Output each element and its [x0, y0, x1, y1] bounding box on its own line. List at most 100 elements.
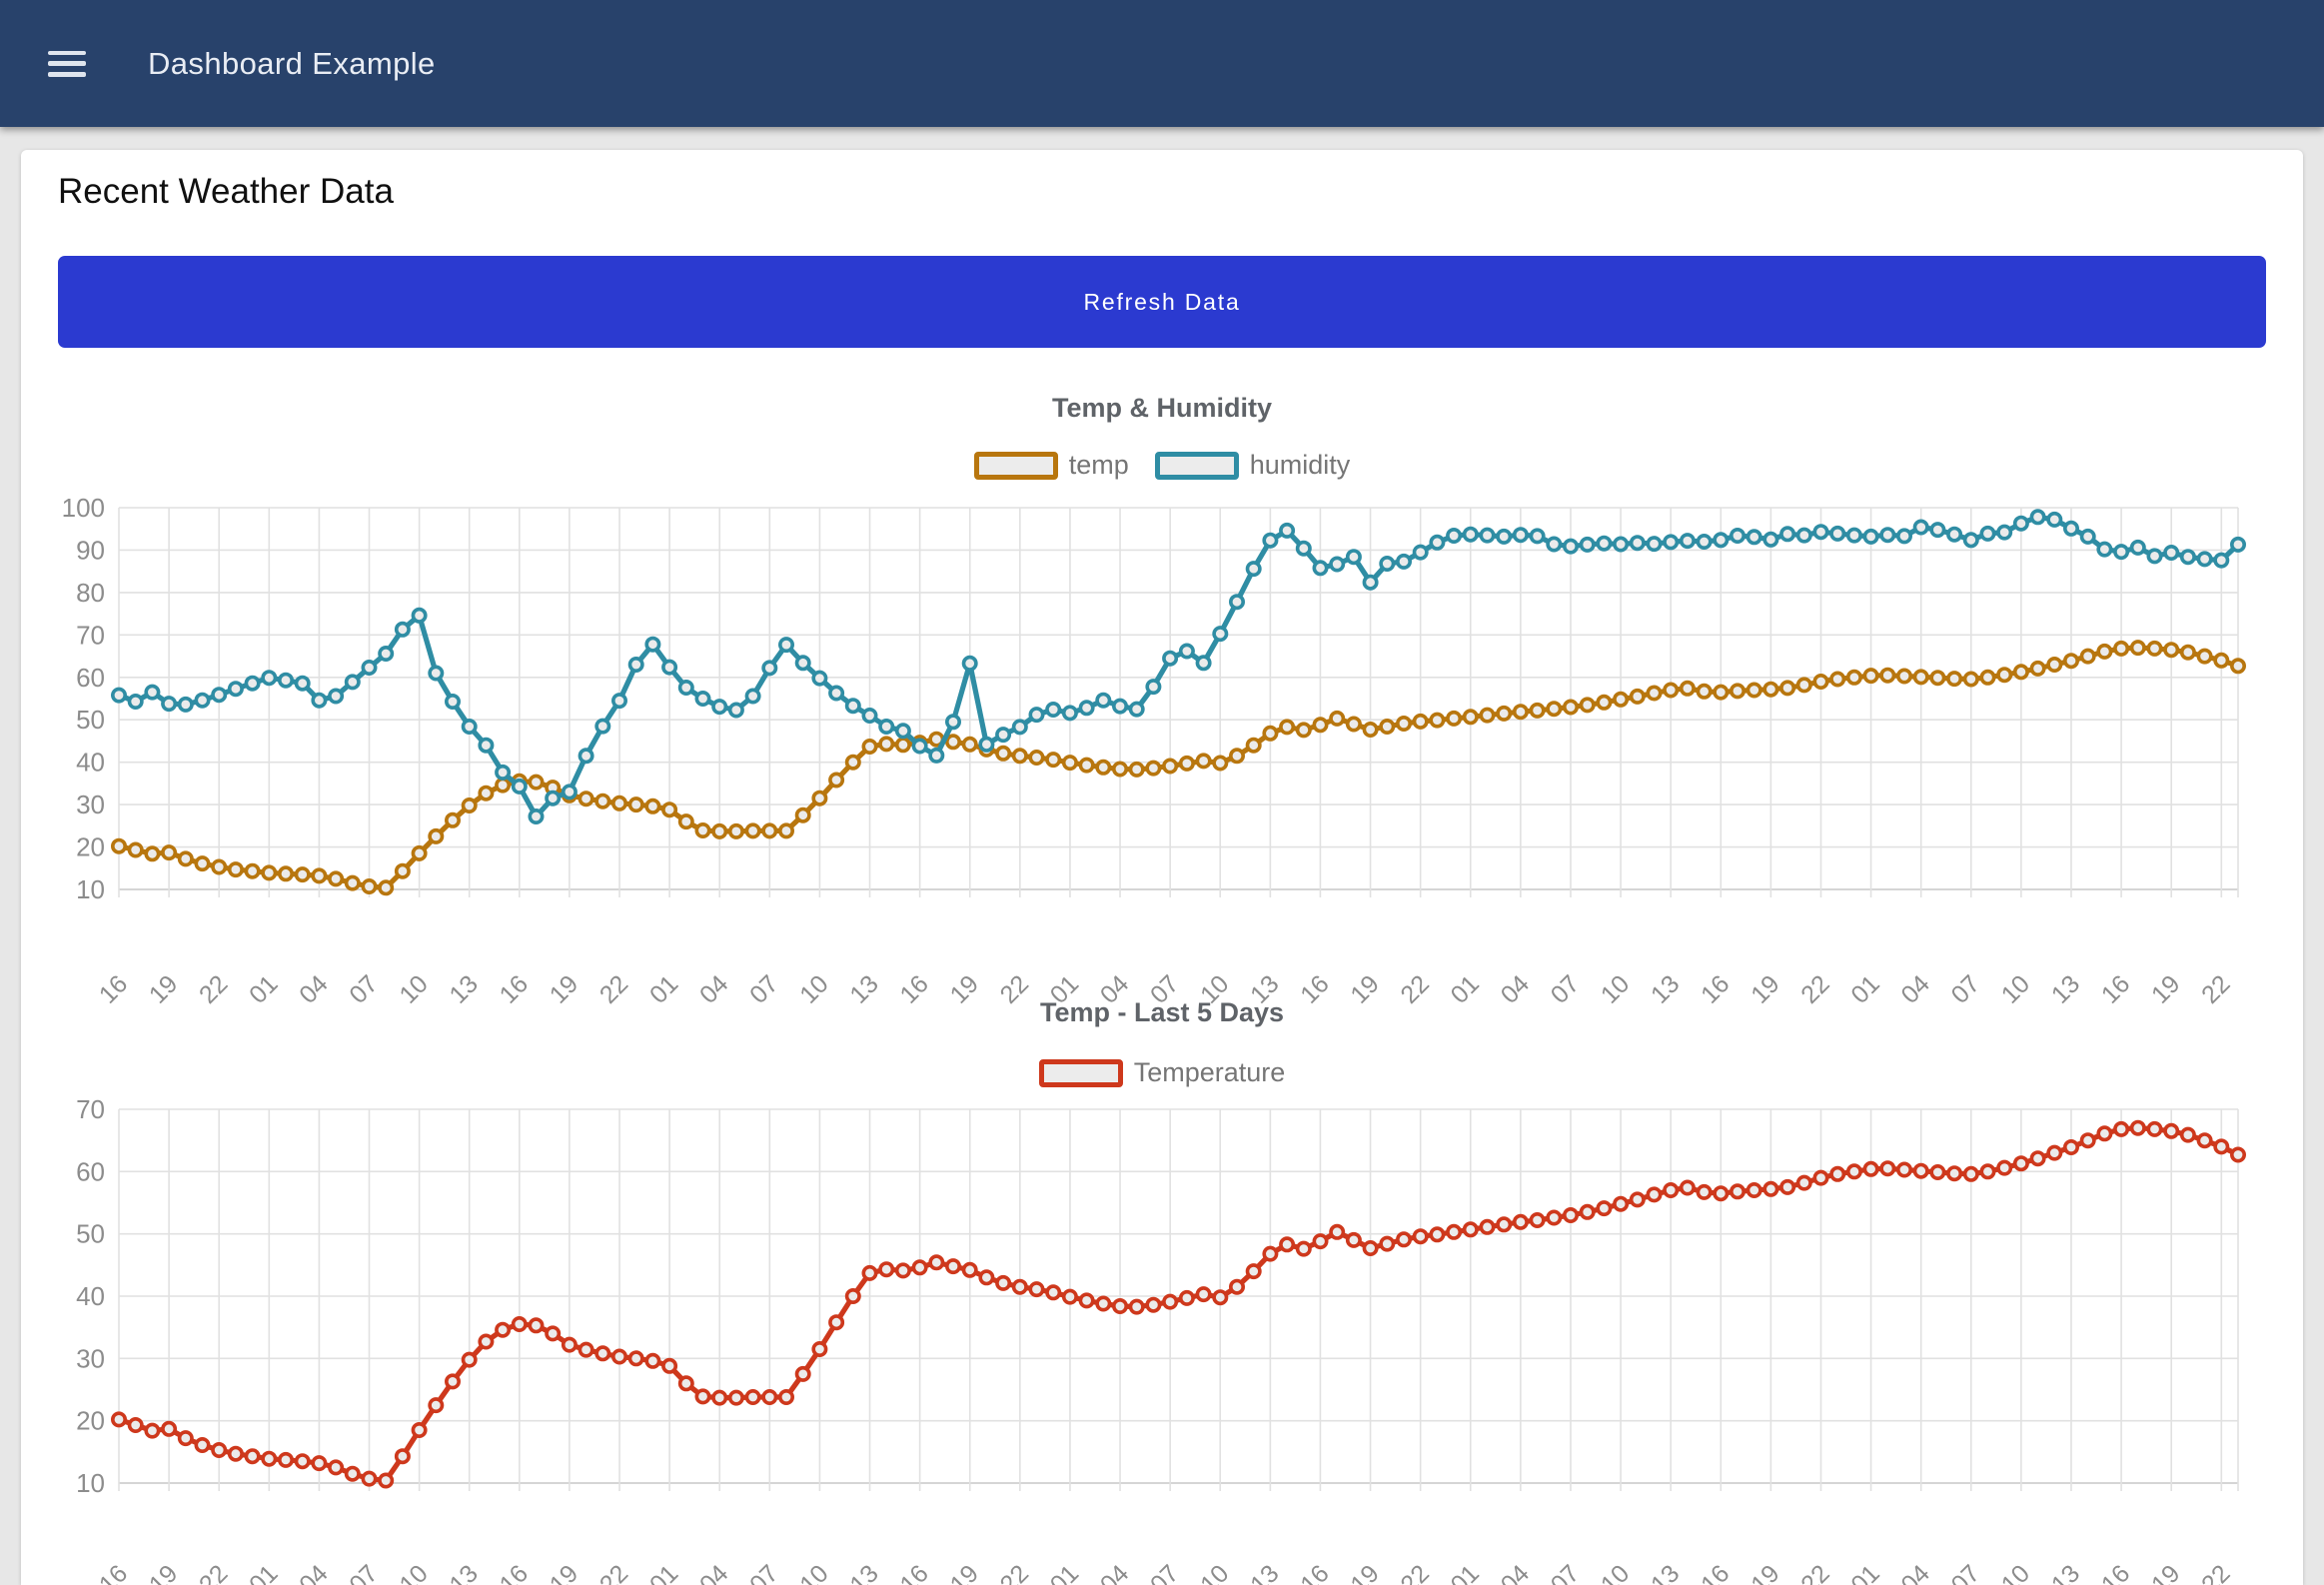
humidity-point: [294, 675, 311, 692]
Temperature-point: [1345, 1231, 1362, 1248]
legend-item-humidity[interactable]: humidity: [1154, 450, 1350, 481]
x-tick-label: 13: [1245, 969, 1284, 1008]
humidity-point: [2079, 528, 2096, 545]
humidity-point: [361, 659, 378, 676]
Temperature-point: [1429, 1226, 1446, 1243]
Temperature-point: [1195, 1286, 1212, 1303]
humidity-point: [1145, 679, 1162, 696]
x-tick-label: 13: [444, 969, 483, 1008]
series-humidity: [111, 509, 2247, 824]
temp-point: [1195, 753, 1212, 770]
humidity-point: [677, 679, 694, 696]
temp-point: [2230, 658, 2247, 675]
Temperature-point: [1329, 1223, 1346, 1240]
x-tick-label: 13: [844, 969, 883, 1008]
temp-point: [1896, 668, 1913, 685]
Temperature-point: [261, 1450, 278, 1467]
humidity-point: [1462, 526, 1479, 543]
Temperature-point: [978, 1269, 995, 1286]
y-tick-label: 20: [76, 1406, 105, 1436]
temp-point: [2196, 648, 2213, 665]
temp-point: [1946, 671, 1963, 688]
temp-point: [1279, 719, 1296, 736]
Temperature-point: [1696, 1183, 1713, 1200]
temp-point: [1496, 705, 1513, 722]
series-Temperature: [111, 1119, 2247, 1489]
Temperature-point: [2129, 1119, 2146, 1136]
Temperature-point: [1563, 1207, 1580, 1224]
Temperature-point: [511, 1316, 528, 1333]
humidity-point: [1563, 538, 1580, 555]
humidity-point: [761, 660, 778, 677]
temp-point: [1663, 682, 1680, 699]
temp-point: [344, 874, 361, 891]
x-tick-label: 19: [1745, 1559, 1784, 1585]
x-tick-label: 16: [2096, 1559, 2135, 1585]
legend-item-temp[interactable]: temp: [973, 450, 1129, 481]
x-tick-label: 10: [1996, 1559, 2035, 1585]
y-tick-label: 20: [76, 832, 105, 862]
temp-point: [2012, 664, 2029, 681]
humidity-point: [1795, 527, 1812, 544]
Temperature-point: [1279, 1236, 1296, 1253]
humidity-point: [478, 737, 495, 754]
temp-point: [1512, 704, 1529, 721]
x-tick-label: 16: [1295, 1559, 1334, 1585]
temp-point: [744, 822, 761, 839]
Temperature-point: [1896, 1161, 1913, 1178]
temp-point: [2113, 640, 2130, 657]
temp-point: [878, 736, 895, 753]
x-tick-label: 19: [144, 1559, 183, 1585]
humidity-point: [1446, 527, 1463, 544]
humidity-point: [811, 670, 828, 687]
temp-point: [1929, 670, 1946, 687]
temp-point: [2146, 640, 2163, 657]
y-tick-label: 50: [76, 705, 105, 735]
Temperature-point: [711, 1389, 728, 1406]
humidity-point: [711, 699, 728, 716]
temp-point: [1579, 697, 1596, 714]
x-tick-label: 07: [1946, 969, 1985, 1008]
Temperature-point: [1396, 1231, 1413, 1248]
humidity-point: [1512, 527, 1529, 544]
x-tick-label: 07: [344, 969, 383, 1008]
Temperature-point: [1061, 1288, 1078, 1305]
Temperature-point: [777, 1389, 794, 1406]
humidity-point: [111, 687, 128, 704]
Temperature-point: [378, 1472, 395, 1489]
humidity-point: [144, 684, 161, 701]
temp-point: [1128, 761, 1145, 778]
x-tick-label: 19: [545, 1559, 583, 1585]
Temperature-point: [2179, 1126, 2196, 1143]
x-tick-label: 19: [144, 969, 183, 1008]
humidity-point: [644, 636, 661, 653]
legend-item-temperature[interactable]: Temperature: [1038, 1057, 1285, 1088]
humidity-point: [1596, 535, 1613, 552]
temp-point: [1696, 683, 1713, 700]
humidity-point: [1329, 556, 1346, 573]
refresh-data-button[interactable]: Refresh Data: [58, 256, 2266, 348]
Temperature-point: [1962, 1165, 1979, 1182]
Temperature-point: [1679, 1179, 1696, 1196]
humidity-point: [1996, 524, 2013, 541]
menu-icon[interactable]: [48, 50, 86, 77]
temp-point: [328, 870, 345, 887]
x-tick-label: 16: [1696, 969, 1735, 1008]
Temperature-point: [1112, 1298, 1129, 1315]
Temperature-point: [277, 1451, 294, 1468]
humidity-point: [545, 790, 562, 806]
weather-charts-canvas: 100 90 80 70 60 50 40 30 20 10 16 19 22 01 04 07 10 13 16 1…: [62, 493, 2247, 1585]
Temperature-point: [1779, 1178, 1796, 1195]
humidity-point: [1713, 532, 1730, 549]
temp-point: [194, 855, 211, 872]
temp-point: [1962, 671, 1979, 688]
temp-point: [1713, 684, 1730, 701]
humidity-point: [944, 714, 961, 731]
humidity-point: [1829, 525, 1846, 542]
humidity-point: [2012, 515, 2029, 532]
Temperature-point: [1145, 1296, 1162, 1313]
x-tick-label: 01: [644, 969, 683, 1008]
temp-point: [461, 796, 478, 813]
humidity-point: [1362, 574, 1379, 591]
temp-point: [761, 822, 778, 839]
